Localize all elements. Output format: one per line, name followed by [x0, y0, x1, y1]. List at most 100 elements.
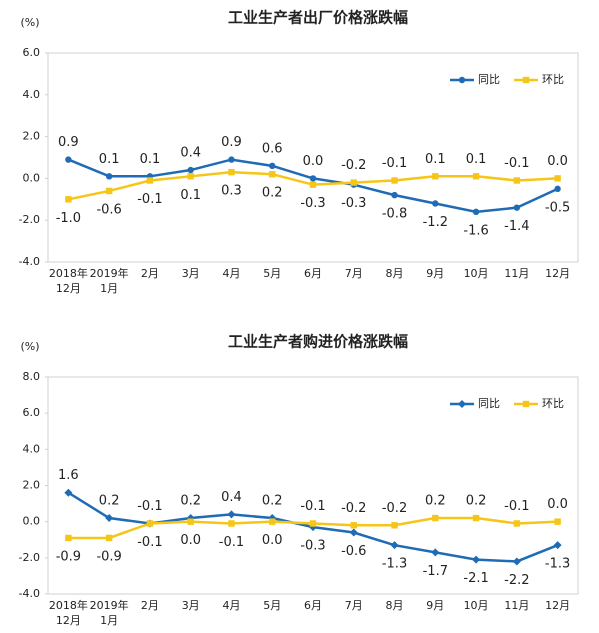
- point: [228, 520, 235, 527]
- data-label: -0.1: [382, 156, 407, 171]
- point: [146, 520, 154, 527]
- data-label: -0.9: [96, 549, 121, 564]
- y-tick-label: 4.0: [23, 88, 41, 101]
- y-tick-label: -4.0: [19, 587, 40, 600]
- data-label: 0.2: [425, 494, 446, 509]
- legend-label: 环比: [542, 73, 564, 86]
- data-label: -0.1: [300, 499, 325, 514]
- point: [228, 156, 235, 163]
- data-label: -0.6: [341, 544, 366, 559]
- data-label: 0.1: [140, 152, 161, 167]
- point: [391, 191, 398, 199]
- point: [105, 187, 113, 195]
- x-tick-label: 5月: [263, 267, 281, 280]
- data-label: 0.4: [221, 490, 242, 505]
- data-label: 0.2: [466, 494, 487, 509]
- data-label: -0.2: [341, 158, 366, 173]
- legend-label: 同比: [478, 73, 500, 86]
- x-tick-label: 5月: [263, 599, 281, 612]
- data-label: 0.0: [547, 154, 568, 169]
- point: [187, 518, 194, 525]
- point: [349, 528, 358, 537]
- y-tick-label: 4.0: [23, 442, 41, 455]
- data-label: 0.2: [262, 494, 283, 509]
- y-tick-label: 0.0: [23, 171, 41, 184]
- point: [390, 541, 399, 550]
- data-label: 0.1: [99, 152, 120, 167]
- y-tick-label: 2.0: [23, 479, 41, 492]
- point: [187, 166, 194, 174]
- point: [350, 179, 357, 186]
- x-tick-label: 9月: [426, 267, 444, 280]
- y-axis-label: (%): [20, 340, 39, 353]
- y-tick-label: 6.0: [23, 46, 41, 59]
- x-tick-label: 12月: [545, 267, 570, 280]
- point: [432, 173, 439, 180]
- x-tick-label: 8月: [386, 599, 404, 612]
- y-tick-label: -4.0: [19, 255, 40, 268]
- data-label: -1.0: [56, 211, 81, 226]
- data-label: -1.6: [463, 223, 488, 238]
- point: [269, 162, 276, 170]
- x-tick-label: 12月: [545, 599, 570, 612]
- chart: 工业生产者购进价格涨跌幅 (%) -4.0 -2.0 0.0 2.0 4.0 6.0 8.0 20…: [19, 333, 579, 627]
- legend-marker: [458, 76, 466, 84]
- point: [309, 520, 317, 527]
- point: [553, 541, 562, 550]
- point: [472, 514, 480, 522]
- x-tick-label: 7月: [345, 267, 363, 280]
- x-tick-label: 10月: [464, 267, 489, 280]
- y-tick-label: 2.0: [23, 130, 41, 143]
- point: [513, 204, 521, 211]
- y-tick-label: 0.0: [23, 515, 41, 528]
- data-label: -0.3: [300, 196, 325, 211]
- data-label: -0.8: [382, 207, 407, 222]
- data-label: -1.4: [504, 219, 529, 234]
- data-label: 0.2: [262, 186, 283, 201]
- data-label: 0.6: [262, 141, 283, 156]
- legend-marker: [522, 400, 530, 408]
- legend-label: 同比: [478, 397, 500, 410]
- data-label: 0.2: [180, 494, 201, 509]
- point: [432, 200, 439, 207]
- point: [65, 534, 72, 542]
- legend-marker: [458, 400, 466, 408]
- legend-marker: [522, 76, 530, 84]
- data-label: -2.2: [504, 573, 529, 588]
- point: [269, 171, 276, 178]
- point: [228, 168, 235, 176]
- point: [105, 173, 113, 180]
- data-label: -0.1: [504, 499, 529, 514]
- data-label: 0.3: [221, 184, 242, 199]
- point: [105, 534, 113, 542]
- data-label: -0.5: [545, 200, 570, 215]
- point: [472, 173, 480, 180]
- legend-label: 环比: [542, 397, 564, 410]
- data-label: 0.0: [262, 533, 283, 548]
- x-tick-label: 2019年 1月: [90, 266, 129, 295]
- y-axis-label: (%): [20, 16, 39, 29]
- point: [472, 555, 481, 564]
- x-tick-label: 3月: [182, 599, 200, 612]
- x-tick-label: 4月: [222, 599, 240, 612]
- x-tick-label: 4月: [222, 267, 240, 280]
- y-tick-label: 6.0: [23, 406, 41, 419]
- data-label: -0.2: [341, 501, 366, 516]
- data-label: -0.1: [137, 192, 162, 207]
- point: [64, 488, 73, 497]
- x-tick-label: 2018年 12月: [49, 266, 88, 295]
- data-label: 0.0: [303, 154, 324, 169]
- x-tick-label: 6月: [304, 599, 322, 612]
- data-label: -0.6: [96, 202, 121, 217]
- point: [309, 181, 317, 188]
- x-tick-label: 2018年 12月: [49, 598, 88, 627]
- data-label: -0.1: [219, 535, 244, 550]
- data-label: -0.9: [56, 549, 81, 564]
- point: [227, 510, 236, 519]
- x-tick-label: 8月: [386, 267, 404, 280]
- point: [146, 177, 154, 184]
- data-label: 0.0: [180, 533, 201, 548]
- x-tick-label: 7月: [345, 599, 363, 612]
- data-label: 0.2: [99, 494, 120, 509]
- data-label: -0.1: [137, 535, 162, 550]
